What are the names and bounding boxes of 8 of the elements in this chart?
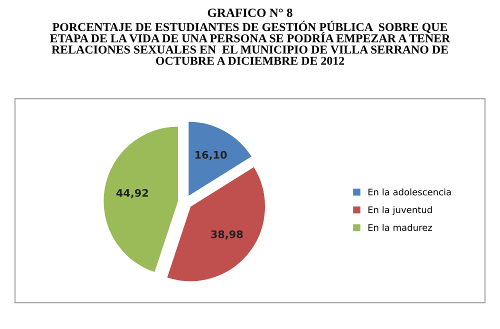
- data-label: 38,98: [211, 230, 243, 240]
- data-label: 16,10: [196, 150, 227, 160]
- legend-label: En la adolescencia: [368, 188, 451, 196]
- chart-title: GRAFICO N° 8: [208, 8, 292, 18]
- legend-label: En la madurez: [368, 224, 432, 231]
- chart-subtitle: PORCENTAJE DE ESTUDIANTES DE GESTIÓN PÚBLICA SOBRE QUE ETAPA DE LA VIDA DE UNA PERSONA SE PODRÍA EMPEZAR A TENER RELACIONES SEXUALES EN EL MUNICIPIO DE VILLA SERRANO DE OCTUBRE A DICIEMBRE DE 2012: [50, 20, 450, 65]
- legend-label: En la juventud: [368, 206, 432, 215]
- data-label: 44,92: [116, 189, 148, 198]
